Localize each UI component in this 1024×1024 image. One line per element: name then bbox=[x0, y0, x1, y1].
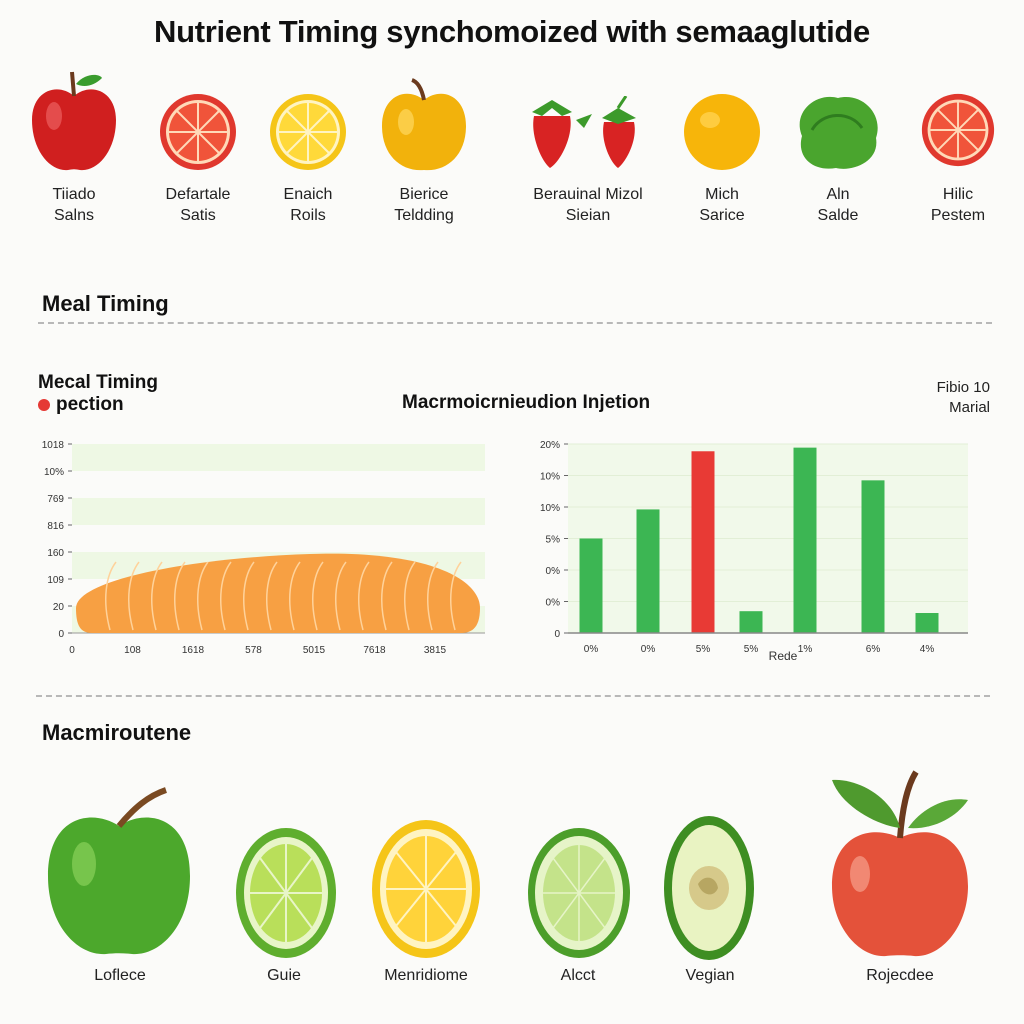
area-ridge bbox=[174, 561, 186, 631]
x-tick-label: 0% bbox=[584, 644, 599, 655]
x-tick-label: 0 bbox=[69, 645, 75, 656]
bar bbox=[579, 538, 603, 633]
bottom-fruit-label: Vegian bbox=[685, 967, 735, 984]
meal-timing-heading: Meal Timing bbox=[42, 291, 169, 316]
red-apple-icon bbox=[832, 770, 968, 957]
area-ridge bbox=[404, 561, 416, 631]
chart-note: Fibio 10 Marial bbox=[936, 379, 990, 416]
divider bbox=[38, 322, 992, 324]
lemon-slice-icon bbox=[270, 94, 346, 170]
y-tick-label: 10% bbox=[44, 467, 64, 478]
x-tick-label: 5% bbox=[696, 644, 711, 655]
x-tick-label: 578 bbox=[245, 645, 262, 656]
area-series bbox=[76, 553, 480, 633]
macro-heading: Macmiroutene bbox=[42, 720, 192, 745]
top-fruit-label: Enaich Roils bbox=[283, 186, 333, 224]
bar bbox=[636, 509, 660, 633]
bar bbox=[915, 613, 939, 633]
x-tick-label: 1618 bbox=[182, 645, 205, 656]
lime-slice-icon bbox=[236, 828, 336, 958]
y-tick-label: 109 bbox=[47, 575, 64, 586]
x-tick-label: 108 bbox=[124, 645, 141, 656]
yellow-apple-icon bbox=[382, 78, 466, 171]
bottom-fruit-label: Loflece bbox=[94, 967, 146, 984]
area-ridge bbox=[151, 561, 163, 631]
y-tick-label: 10% bbox=[540, 472, 560, 483]
area-chart: 0 20 109 160 816 769 10% 1018 0 108 1618 578 5015 76… bbox=[42, 440, 485, 656]
area-ridge bbox=[335, 561, 347, 631]
top-fruit-label: Berauinal Mizol Sieian bbox=[533, 186, 643, 224]
area-ridge bbox=[197, 561, 209, 631]
y-tick-label: 0% bbox=[546, 566, 561, 577]
top-fruit-label: Bierice Teldding bbox=[394, 186, 454, 224]
top-fruit-label: Mich Sarice bbox=[699, 186, 745, 224]
top-fruit-label: Defartale Satis bbox=[165, 186, 231, 224]
area-ridge bbox=[105, 561, 117, 631]
y-tick-label: 20 bbox=[53, 602, 65, 613]
green-apple-icon bbox=[48, 787, 190, 955]
cucumber-slice-icon bbox=[528, 828, 630, 958]
area-ridge bbox=[381, 561, 393, 631]
bar bbox=[861, 480, 885, 633]
area-ridge bbox=[312, 561, 324, 631]
x-tick-label: 3815 bbox=[424, 645, 447, 656]
area-ridge bbox=[266, 561, 278, 631]
bottom-fruit-label: Menridiome bbox=[384, 967, 468, 984]
bottom-fruit-label: Guie bbox=[267, 967, 301, 984]
bar bbox=[793, 447, 817, 633]
strawberries-icon bbox=[532, 96, 636, 168]
y-tick-label: 160 bbox=[47, 548, 64, 559]
top-fruit-label: Aln Salde bbox=[817, 186, 859, 224]
top-fruit-label: Hilic Pestem bbox=[930, 186, 986, 224]
chart-left-heading: Mecal Timing pection bbox=[38, 372, 159, 415]
y-tick-label: 816 bbox=[47, 521, 64, 532]
bar bbox=[691, 451, 715, 633]
y-tick-label: 5% bbox=[546, 535, 561, 546]
area-ridge bbox=[450, 561, 462, 631]
lettuce-icon bbox=[799, 96, 878, 169]
bar-chart: 0 0% 0% 5% 10% 10% 20% 0% 0% 5% 5% 1% 6% 4% Rede bbox=[540, 440, 968, 663]
x-tick-label: 5% bbox=[744, 644, 759, 655]
bar bbox=[739, 611, 763, 633]
red-apple-icon bbox=[32, 71, 116, 171]
grapefruit-slice-icon bbox=[921, 93, 995, 167]
x-tick-label: 0% bbox=[641, 644, 656, 655]
y-tick-label: 0 bbox=[58, 629, 64, 640]
y-tick-label: 10% bbox=[540, 503, 560, 514]
x-tick-label: 5015 bbox=[303, 645, 326, 656]
orange-icon bbox=[684, 94, 760, 170]
x-tick-label: 7618 bbox=[363, 645, 386, 656]
y-tick-label: 0% bbox=[546, 598, 561, 609]
x-tick-label: 6% bbox=[866, 644, 881, 655]
y-tick-label: 769 bbox=[47, 494, 64, 505]
bottom-fruit-label: Alcct bbox=[560, 967, 596, 984]
area-ridge bbox=[427, 561, 439, 631]
avocado-half-icon bbox=[664, 816, 754, 960]
x-tick-label: 1% bbox=[798, 644, 813, 655]
area-ridge bbox=[220, 561, 232, 631]
chart-center-heading: Macrmoicrnieudion Injetion bbox=[402, 392, 651, 413]
x-tick-label: 4% bbox=[920, 644, 935, 655]
page-title: Nutrient Timing synchomoized with semaag… bbox=[154, 14, 870, 49]
y-tick-label: 20% bbox=[540, 440, 560, 451]
area-ridge bbox=[128, 561, 140, 631]
red-dot-icon bbox=[38, 398, 50, 411]
divider bbox=[36, 695, 990, 697]
y-tick-label: 0 bbox=[554, 629, 560, 640]
grid-band bbox=[72, 498, 485, 525]
bar-chart-xlabel: Rede bbox=[769, 649, 798, 663]
lemon-slice-icon bbox=[372, 820, 480, 958]
grapefruit-slice-icon bbox=[160, 94, 236, 170]
bottom-fruit-label: Rojecdee bbox=[866, 967, 934, 984]
area-ridge bbox=[289, 561, 301, 631]
area-ridge bbox=[358, 561, 370, 631]
y-tick-label: 1018 bbox=[42, 440, 65, 451]
area-ridge bbox=[243, 561, 255, 631]
top-fruit-label: Tiiado Salns bbox=[52, 186, 96, 224]
grid-band bbox=[72, 444, 485, 471]
